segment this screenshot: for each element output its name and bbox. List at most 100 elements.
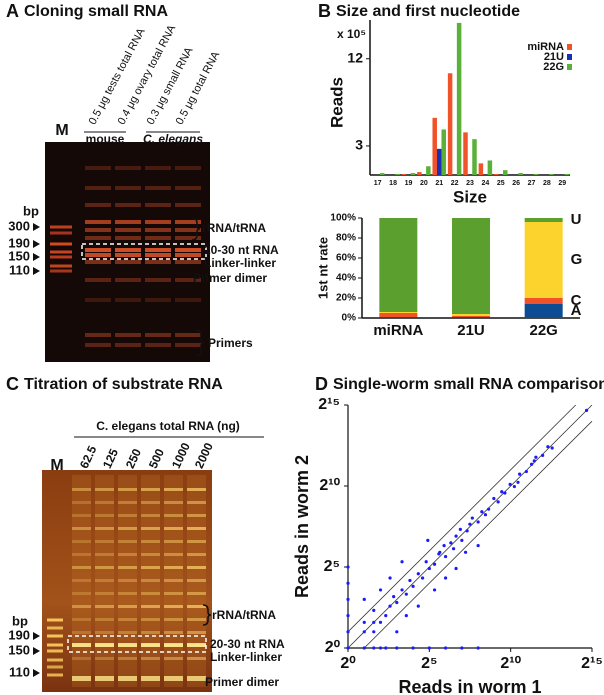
legend-swatch [567, 44, 572, 50]
panel-title: Size and first nucleotide [336, 3, 520, 20]
point [420, 576, 425, 580]
point [362, 630, 366, 634]
x-tick-label: 25 [497, 180, 505, 187]
gel-band [141, 657, 160, 660]
x-tick-label: 27 [528, 180, 536, 187]
bar [549, 174, 554, 175]
lane-label: 62.5 [77, 443, 100, 470]
bar-segment [452, 317, 490, 318]
point [416, 604, 420, 608]
y-tick-label: 2¹⁵ [318, 396, 340, 413]
gel-band [141, 618, 160, 621]
bar [472, 139, 477, 175]
gel-band [85, 166, 111, 170]
point [508, 482, 512, 486]
gel-band [85, 278, 111, 282]
marker-label: M [50, 457, 63, 474]
bar [494, 174, 499, 175]
gel-band [115, 253, 141, 257]
bar [436, 148, 442, 175]
gel-band [85, 333, 111, 337]
gel-band [72, 618, 91, 621]
point [454, 566, 458, 571]
gel-band [115, 236, 141, 240]
gel-bands [47, 475, 206, 687]
point [584, 408, 589, 413]
gel-band [175, 236, 201, 240]
size-unit: bp [12, 613, 28, 628]
x-tick-label: 21 [435, 180, 443, 187]
gel-band [72, 676, 91, 681]
gel-band [118, 605, 137, 608]
gel-band [50, 255, 72, 259]
gel-band [164, 676, 183, 681]
point [463, 550, 468, 554]
bar [564, 174, 570, 175]
bar-segment [524, 222, 563, 298]
point [388, 576, 392, 580]
gel-band [72, 605, 91, 608]
lane-label: 1000 [169, 440, 193, 470]
lane-label: 125 [100, 446, 121, 470]
brace [195, 329, 205, 357]
panel-letter: D [315, 374, 328, 394]
bar-segment [452, 316, 490, 317]
gel-band [187, 605, 206, 608]
gel-band [47, 658, 63, 662]
gel-band [95, 643, 114, 647]
gel-band [95, 553, 114, 556]
gel-band [47, 649, 63, 653]
gel-band [118, 566, 137, 569]
x-tick-label: 2⁵ [421, 655, 437, 672]
group-label: mouse [86, 132, 125, 146]
gel-band [72, 527, 91, 530]
size-label: 190 [8, 627, 30, 642]
gel-band [85, 186, 111, 190]
point [411, 584, 415, 588]
gel-band [164, 488, 183, 491]
gel-band [50, 225, 72, 229]
point [372, 608, 376, 612]
gel-band [145, 236, 171, 240]
gel-band [164, 643, 183, 647]
point [427, 566, 431, 571]
gel-band [118, 657, 137, 660]
gel-band [85, 343, 111, 347]
gel-band [95, 579, 114, 582]
bar-segment [524, 298, 563, 304]
y-tick-label: 2⁰ [325, 639, 341, 656]
gel-band [72, 501, 91, 504]
bar [503, 170, 508, 175]
gel-band [118, 631, 137, 634]
gel-band [95, 501, 114, 504]
size-label: 150 [8, 248, 30, 263]
gel-band [187, 657, 206, 660]
legend-label: C [571, 292, 582, 309]
y-tick-label: 2⁵ [324, 558, 340, 575]
x-tick-label: miRNA [373, 322, 423, 339]
point [470, 516, 474, 520]
gel-band [95, 676, 114, 681]
point [437, 552, 441, 556]
panel-letter: B [318, 1, 331, 21]
gel-band [47, 618, 63, 622]
gel-band [72, 553, 91, 556]
gel-band [175, 228, 201, 232]
gel-band [175, 166, 201, 170]
gel-band [95, 605, 114, 608]
band-label: rRNA/tRNA [212, 608, 276, 622]
x-tick-label: 23 [466, 180, 474, 187]
gel-image [42, 470, 212, 692]
gel-band [175, 343, 201, 347]
gel-band [145, 248, 171, 252]
bar [417, 172, 422, 175]
gel-band [187, 676, 206, 681]
point [411, 646, 415, 650]
panel-title: Titration of substrate RNA [24, 376, 223, 393]
lane-label: 500 [146, 446, 167, 470]
bar [432, 117, 437, 175]
legend-label: miRNA [527, 41, 564, 53]
gel-band [164, 579, 183, 582]
point [534, 455, 538, 459]
